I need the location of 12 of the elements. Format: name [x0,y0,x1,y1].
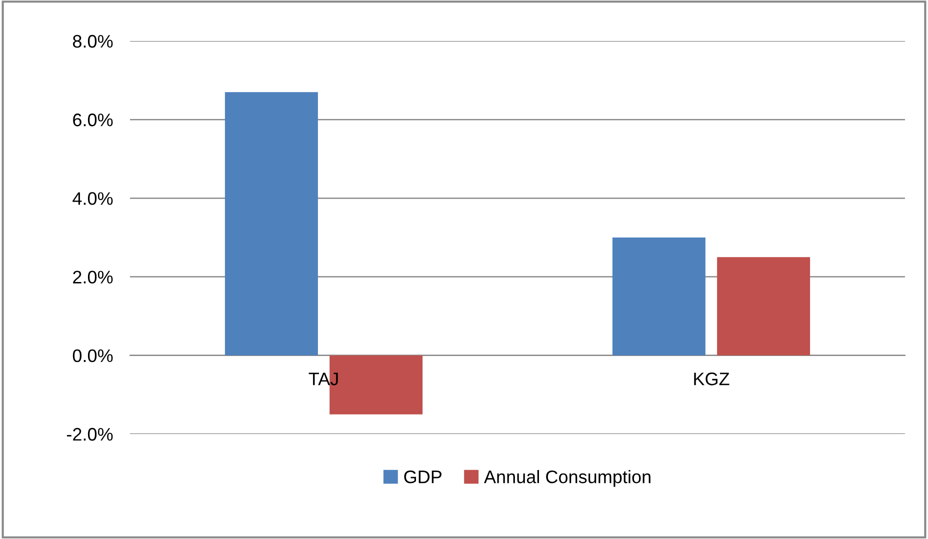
legend-label: GDP [404,470,442,484]
x-tick-label: KGZ [694,372,730,386]
y-tick-label: 4.0% [72,192,113,205]
bar [224,92,318,356]
y-tick-label: 6.0% [73,114,113,126]
y-tick-label: 8.0% [72,34,113,48]
y-tick-label: 2.0% [73,270,113,284]
y-tick-label: -2.0% [66,428,113,441]
y-tick-label: 0.0% [72,349,113,362]
legend-label: Annual Consumption [484,470,650,487]
bar [717,257,810,356]
bar [612,238,706,356]
